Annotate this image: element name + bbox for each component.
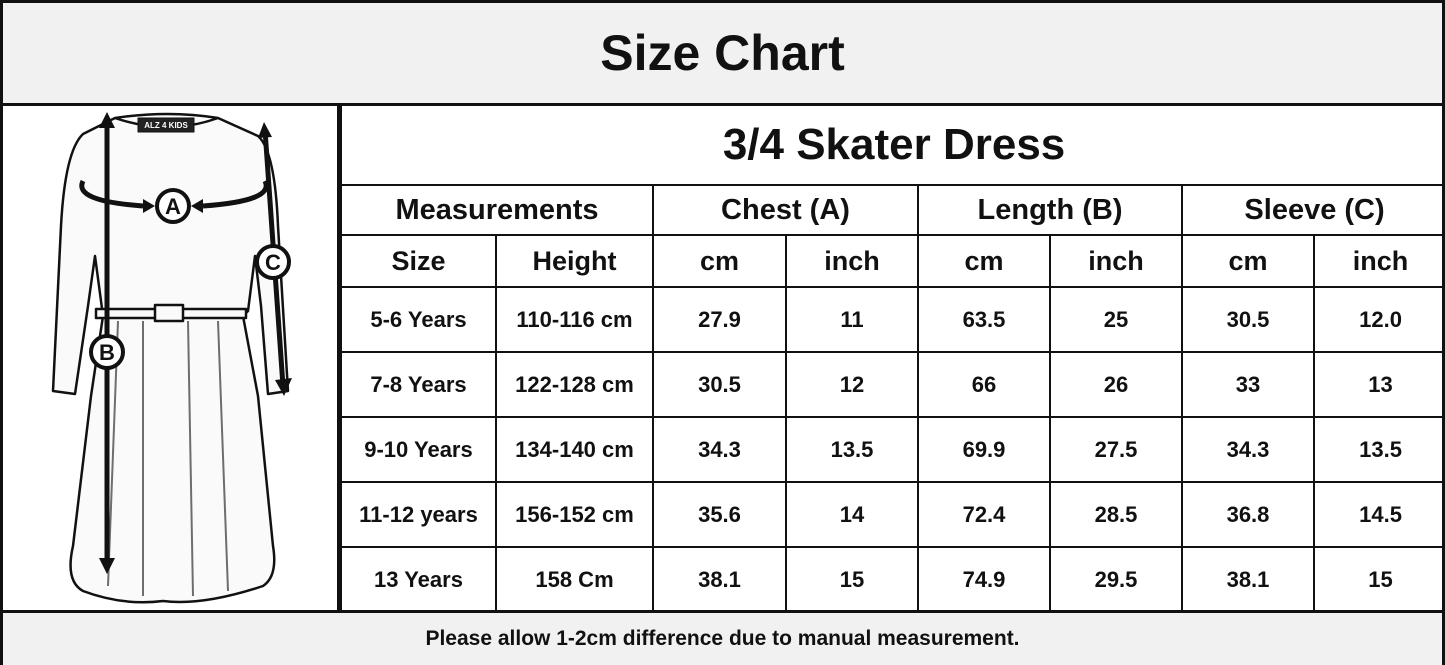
col-sleeve-cm: cm <box>1181 234 1315 287</box>
table-cell: 15 <box>785 546 919 611</box>
table-cell: 134-140 cm <box>495 416 654 483</box>
table-cell: 110-116 cm <box>495 286 654 353</box>
table-cell: 29.5 <box>1049 546 1183 611</box>
table-cell: 30.5 <box>652 351 787 418</box>
table-cell: 9-10 Years <box>340 416 497 483</box>
table-cell: 156-152 cm <box>495 481 654 548</box>
product-title: 3/4 Skater Dress <box>339 106 1445 186</box>
table-cell: 25 <box>1049 286 1183 353</box>
table-row: 5-6 Years 110-116 cm 27.9 11 63.5 25 30.5 12.0 <box>340 286 1445 353</box>
table-row: 13 Years 158 Cm 38.1 15 74.9 29.5 38.1 15 <box>340 546 1445 611</box>
table-cell: 11 <box>785 286 919 353</box>
column-header-row: Size Height cm inch cm inch cm inch <box>340 234 1445 287</box>
table-cell: 26 <box>1049 351 1183 418</box>
table-cell: 13.5 <box>785 416 919 483</box>
table-cell: 34.3 <box>1181 416 1315 483</box>
table-cell: 13 Years <box>340 546 497 611</box>
table-cell: 14 <box>785 481 919 548</box>
group-sleeve: Sleeve (C) <box>1180 184 1445 236</box>
col-height: Height <box>495 234 654 287</box>
table-cell: 27.5 <box>1049 416 1183 483</box>
page-title: Size Chart <box>3 3 1442 106</box>
marker-c: C <box>265 250 281 275</box>
size-table: 3/4 Skater Dress Measurements Chest (A) … <box>339 106 1445 611</box>
table-cell: 66 <box>917 351 1051 418</box>
table-cell: 14.5 <box>1312 481 1445 548</box>
col-length-inch: inch <box>1049 234 1183 287</box>
brand-label: ALZ 4 KIDS <box>144 121 188 130</box>
group-header-row: Measurements Chest (A) Length (B) Sleeve… <box>340 184 1445 236</box>
group-length: Length (B) <box>917 184 1183 236</box>
marker-b: B <box>99 340 115 365</box>
col-sleeve-inch: inch <box>1312 234 1445 287</box>
table-cell: 63.5 <box>917 286 1051 353</box>
col-length-cm: cm <box>917 234 1051 287</box>
table-cell: 69.9 <box>917 416 1051 483</box>
table-cell: 5-6 Years <box>340 286 497 353</box>
col-chest-cm: cm <box>652 234 787 287</box>
table-cell: 30.5 <box>1181 286 1315 353</box>
table-cell: 13 <box>1312 351 1445 418</box>
table-cell: 72.4 <box>917 481 1051 548</box>
table-cell: 13.5 <box>1312 416 1445 483</box>
footer-note: Please allow 1-2cm difference due to man… <box>3 610 1442 665</box>
table-cell: 74.9 <box>917 546 1051 611</box>
table-cell: 33 <box>1181 351 1315 418</box>
table-cell: 11-12 years <box>340 481 497 548</box>
table-row: 7-8 Years 122-128 cm 30.5 12 66 26 33 13 <box>340 351 1445 418</box>
table-cell: 122-128 cm <box>495 351 654 418</box>
marker-a: A <box>165 194 181 219</box>
group-chest: Chest (A) <box>652 184 919 236</box>
table-cell: 34.3 <box>652 416 787 483</box>
table-cell: 38.1 <box>652 546 787 611</box>
table-cell: 12.0 <box>1312 286 1445 353</box>
table-cell: 7-8 Years <box>340 351 497 418</box>
table-cell: 36.8 <box>1181 481 1315 548</box>
table-cell: 158 Cm <box>495 546 654 611</box>
group-measurements: Measurements <box>340 184 654 236</box>
table-cell: 28.5 <box>1049 481 1183 548</box>
table-cell: 35.6 <box>652 481 787 548</box>
table-cell: 38.1 <box>1181 546 1315 611</box>
table-cell: 27.9 <box>652 286 787 353</box>
table-row: 9-10 Years 134-140 cm 34.3 13.5 69.9 27.5 34.3… <box>340 416 1445 483</box>
table-cell: 15 <box>1312 546 1445 611</box>
dress-drawing-icon: ALZ 4 KIDS A B C <box>51 112 292 604</box>
col-size: Size <box>340 234 497 287</box>
table-cell: 12 <box>785 351 919 418</box>
table-row: 11-12 years 156-152 cm 35.6 14 72.4 28.5 36.8 1… <box>340 481 1445 548</box>
dress-illustration: ALZ 4 KIDS A B C <box>3 106 340 610</box>
col-chest-inch: inch <box>785 234 919 287</box>
